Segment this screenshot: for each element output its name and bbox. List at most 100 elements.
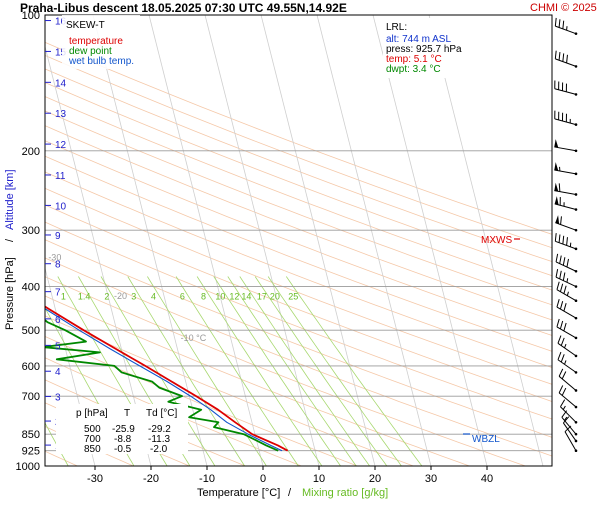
altitude-tick-label: 14: [55, 78, 67, 89]
wind-barb-full: [567, 237, 568, 245]
mixing-ratio-label: 6: [180, 292, 185, 302]
altitude-tick-label: 13: [55, 109, 67, 120]
wind-barb-half: [563, 406, 565, 410]
x-tick-label: 20: [369, 473, 381, 485]
wind-barb-full: [560, 284, 562, 292]
lrl-dwpt: dwpt: 3.4 °C: [386, 64, 441, 75]
y-tick-label: 500: [22, 325, 40, 337]
wind-barb-full: [555, 18, 556, 26]
wind-barb-full: [563, 257, 565, 265]
wind-barb: [556, 269, 577, 288]
wind-barb-full: [563, 53, 564, 61]
wind-barb: [555, 51, 577, 68]
mixing-ratio-label: 1.4: [78, 292, 91, 302]
wind-barb-pennant: [555, 196, 559, 205]
x-tick-label: -30: [87, 473, 103, 485]
wind-barb: [555, 18, 577, 35]
wind-barb-full: [560, 271, 562, 279]
altitude-tick-label: 5: [55, 341, 61, 352]
wind-barb-full: [557, 299, 559, 307]
table-header-p: p [hPa]: [76, 408, 108, 419]
wind-barb: [555, 80, 578, 95]
wind-barb: [557, 299, 577, 319]
wind-barb-full: [560, 301, 562, 309]
wind-barb-half: [567, 292, 568, 296]
y-tick-label: 600: [22, 361, 40, 373]
wind-barb-full: [557, 282, 559, 290]
mixing-ratio-label: 10: [215, 292, 225, 302]
wind-barb-base: [575, 149, 578, 152]
table-cell: 850: [84, 444, 101, 455]
mixing-ratio-label: 3: [131, 292, 136, 302]
wind-barb-base: [575, 32, 578, 35]
wind-barb: [555, 111, 578, 126]
y-tick-label: 100: [22, 10, 40, 22]
y-tick-label: 850: [22, 429, 40, 441]
y-tick-label: 400: [22, 282, 40, 294]
wind-barb: [554, 183, 577, 196]
wind-barb-staff: [555, 89, 576, 95]
altitude-tick-label: 8: [55, 260, 61, 271]
wind-barb: [565, 426, 577, 452]
wind-barb-staff: [557, 307, 576, 318]
wind-barb: [554, 139, 577, 152]
wind-barb-full: [559, 385, 563, 392]
wind-barb-full: [556, 254, 558, 262]
mixing-ratio-label: 1: [61, 292, 66, 302]
isotherm-label: -20: [114, 291, 127, 301]
y-tick-label: 200: [22, 146, 40, 158]
wind-barb-staff: [555, 119, 576, 125]
altitude-tick-label: 7: [55, 288, 61, 299]
wind-barb-full: [563, 236, 564, 244]
wind-barb-base: [575, 299, 578, 302]
wind-barb: [557, 282, 577, 302]
wind-barb-pennant: [554, 162, 558, 171]
wind-barb-full: [564, 323, 566, 331]
mxws-label: MXWS: [481, 235, 512, 246]
wind-barb-pennant: [555, 215, 559, 224]
y-tick-label: 300: [22, 225, 40, 237]
wind-barb-base: [575, 449, 578, 452]
wind-barb-base: [575, 440, 578, 443]
y-axis-title: Pressure [hPa]: [4, 257, 16, 330]
wind-barb-half: [565, 360, 566, 364]
wind-barb-base: [575, 173, 578, 176]
wind-barb-full: [555, 51, 556, 59]
data-table: p [hPa] T Td [°C] 500 -25.9 -29.2 700 -8…: [76, 408, 177, 455]
wind-barb: [555, 233, 577, 250]
wind-barb-staff: [555, 223, 576, 231]
plot-area: [45, 15, 552, 466]
lrl-title: LRL:: [386, 22, 407, 33]
wind-barb-staff: [555, 241, 576, 249]
x-tick-label: 40: [481, 473, 493, 485]
wind-barb-base: [575, 317, 578, 320]
x-axis-title-mixing: Mixing ratio [g/kg]: [302, 487, 388, 499]
wind-barb-full: [556, 269, 558, 277]
wind-barb-base: [575, 285, 578, 288]
wind-barb-staff: [554, 191, 576, 195]
wind-barb-full: [567, 259, 569, 267]
wind-barb-staff: [557, 290, 576, 301]
wind-barb-full: [561, 216, 562, 224]
x-axis-title: Temperature [°C]: [197, 487, 280, 499]
wind-barb-staff: [560, 407, 576, 423]
wind-barb-base: [575, 270, 578, 273]
x-axis-sep: /: [288, 487, 292, 499]
wind-barb-full: [561, 338, 564, 346]
wind-barb-staff: [558, 360, 576, 373]
wind-barb-full: [558, 336, 561, 344]
y-tick-label: 1000: [16, 461, 40, 473]
wind-barb-pennant: [554, 183, 558, 192]
wind-barb-full: [559, 19, 560, 27]
isotherm-label: -10 °C: [181, 333, 207, 343]
altitude-tick-label: 4: [55, 367, 61, 378]
wind-barb-base: [575, 406, 578, 409]
altitude-tick-label: 11: [55, 171, 66, 182]
wind-barb-full: [557, 319, 559, 327]
altitude-tick-label: 3: [55, 392, 61, 403]
copyright-label: CHMI © 2025: [530, 2, 597, 14]
altitude-tick-label: 9: [55, 231, 61, 242]
wind-barb-full: [567, 55, 568, 63]
